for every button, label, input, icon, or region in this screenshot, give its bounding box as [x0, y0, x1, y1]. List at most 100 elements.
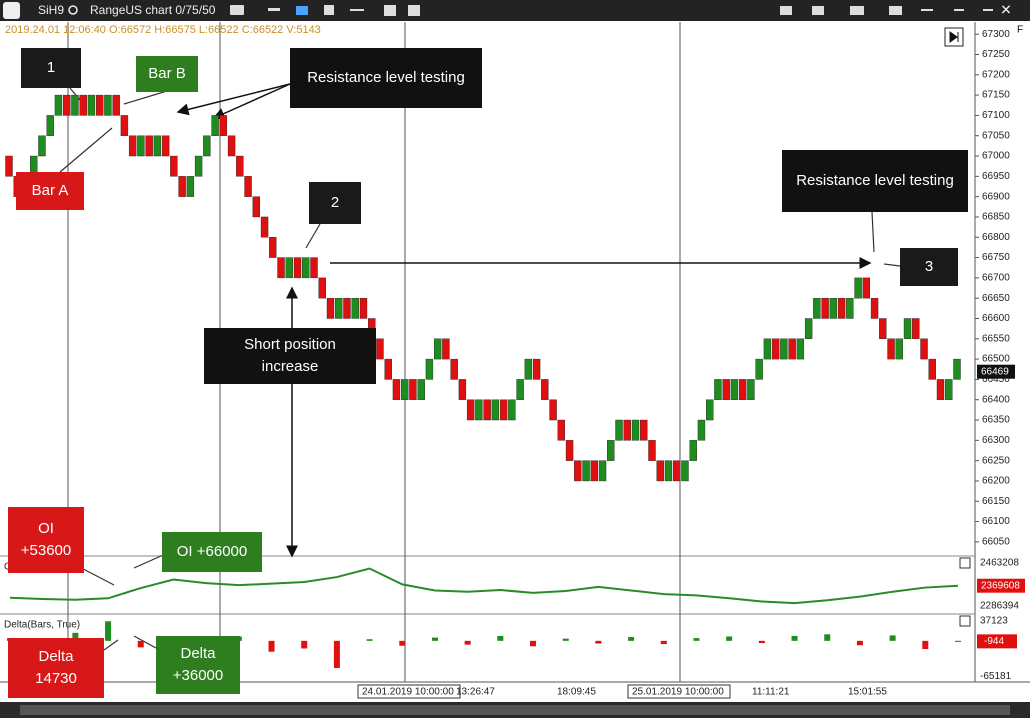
candle: [145, 135, 153, 157]
candle: [54, 94, 63, 116]
scroll-thumb[interactable]: [20, 705, 1010, 715]
x-tick-label: 24.01.2019 10:00:00: [362, 687, 454, 698]
app-icon[interactable]: [3, 2, 20, 19]
callout-1: 1: [21, 48, 81, 88]
time-box: [357, 684, 461, 699]
candle: [384, 358, 392, 380]
y-tick-label: 66350: [982, 415, 1010, 426]
candle: [829, 297, 838, 319]
candle: [277, 257, 285, 279]
candle: [433, 338, 442, 360]
delta-bar: [726, 636, 733, 641]
candle: [508, 399, 516, 421]
candle: [953, 358, 961, 380]
candle: [648, 440, 656, 461]
candle: [912, 318, 920, 340]
candle: [879, 318, 887, 340]
candle: [194, 155, 203, 177]
axis-flag[interactable]: F: [1017, 25, 1023, 36]
candle: [574, 460, 582, 482]
candle: [409, 379, 417, 400]
callout-oi-2: OI +66000: [162, 532, 262, 572]
delta-bar: [268, 640, 275, 652]
y-tick-label: 66900: [982, 191, 1010, 202]
candle: [417, 379, 425, 400]
delta-bar: [955, 640, 961, 642]
candle: [71, 94, 79, 116]
candle: [442, 338, 450, 360]
candle: [697, 419, 706, 441]
candle: [376, 338, 384, 360]
candle: [763, 338, 772, 360]
panel-close[interactable]: [959, 615, 971, 627]
candle: [928, 358, 936, 380]
delta-bar: [562, 638, 569, 641]
oi-last-box: [977, 578, 1025, 593]
candle: [186, 176, 195, 197]
candle: [846, 297, 854, 319]
oi-last: 2369608: [981, 580, 1020, 591]
y-tick-label: 66550: [982, 333, 1010, 344]
close-button[interactable]: ✕: [1000, 2, 1012, 18]
oi-line: [9, 567, 959, 605]
candle: [722, 379, 730, 400]
delta-last: -944: [984, 636, 1004, 647]
y-tick-label: 66750: [982, 252, 1010, 263]
candle: [664, 460, 673, 482]
delta-bar: [431, 637, 438, 641]
candle: [236, 155, 244, 177]
candle: [582, 460, 590, 482]
candle: [920, 338, 928, 360]
candle: [541, 379, 549, 400]
candle: [598, 460, 607, 482]
candle: [738, 379, 747, 400]
candle: [673, 460, 681, 482]
y-tick-label: 66500: [982, 354, 1010, 365]
candle: [804, 318, 813, 340]
y-tick-label: 66800: [982, 232, 1010, 243]
candle: [499, 399, 508, 421]
callout-2: 2: [309, 182, 361, 224]
candle: [458, 379, 467, 400]
chart-name[interactable]: RangeUS chart 0/75/50: [90, 3, 216, 17]
candle: [730, 379, 739, 400]
y-tick-label: 67200: [982, 69, 1010, 80]
candle: [95, 94, 104, 116]
candle: [640, 419, 648, 441]
candle: [631, 419, 640, 441]
candle: [862, 277, 871, 299]
y-tick-label: 67050: [982, 130, 1010, 141]
callout-delta-1: Delta 14730: [8, 638, 104, 698]
y-tick-label: 66400: [982, 394, 1010, 405]
candle: [821, 297, 829, 319]
candle: [747, 379, 755, 400]
candle: [450, 358, 458, 380]
candle: [945, 379, 953, 400]
toolbar-icons[interactable]: [230, 5, 993, 16]
callout-bar-b: Bar B: [136, 56, 198, 92]
candle: [252, 196, 261, 218]
y-tick-label: 66650: [982, 293, 1010, 304]
candle: [607, 440, 615, 461]
toolbar: [0, 0, 1030, 21]
delta-last-box: [977, 634, 1017, 649]
x-tick-label: 18:09:45: [557, 687, 596, 698]
candle: [483, 399, 491, 421]
candle: [392, 379, 401, 400]
callout-resistance: Resistance level testing: [782, 150, 968, 212]
delta-bar: [399, 640, 406, 646]
callout-bar-a: Bar A: [16, 172, 84, 210]
y-tick-label: 66950: [982, 171, 1010, 182]
search-icon[interactable]: [68, 5, 78, 15]
oi-tick-label: 2463208: [980, 558, 1019, 569]
y-tick-label: 66450: [982, 374, 1010, 385]
symbol[interactable]: SiH9: [38, 3, 64, 17]
last-price-box: [977, 364, 1015, 379]
candle: [128, 135, 137, 157]
y-tick-label: 67250: [982, 49, 1010, 60]
candle: [936, 379, 945, 400]
panel-close[interactable]: [959, 557, 971, 569]
arrow: [176, 83, 291, 116]
